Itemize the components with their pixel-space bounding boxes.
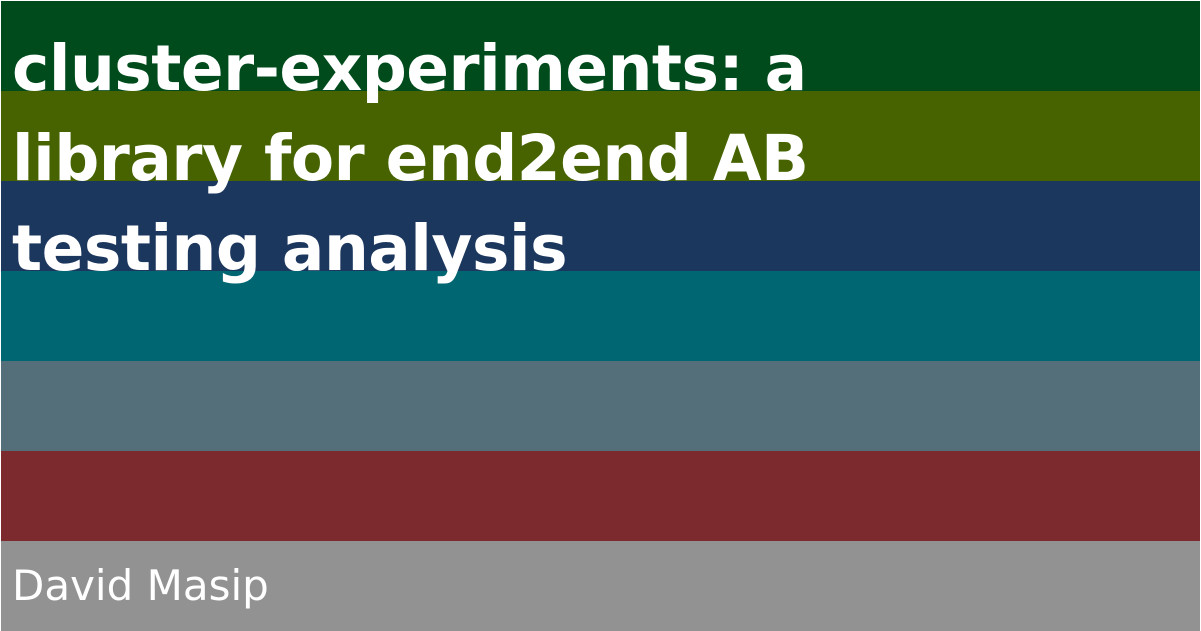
stripe-7 xyxy=(1,541,1200,631)
stripe-3 xyxy=(1,181,1200,271)
card-title: cluster-experiments: a library for end2e… xyxy=(12,34,809,304)
stripe-5 xyxy=(1,361,1200,451)
title-line-3: testing analysis xyxy=(12,212,568,285)
stripe-4 xyxy=(1,271,1200,361)
title-line-1: cluster-experiments: a xyxy=(12,32,807,105)
title-line-2: library for end2end AB xyxy=(12,122,809,195)
stripe-6 xyxy=(1,451,1200,541)
stripe-2 xyxy=(1,91,1200,181)
stripe-1 xyxy=(1,1,1200,91)
author-name: David Masip xyxy=(12,561,269,610)
